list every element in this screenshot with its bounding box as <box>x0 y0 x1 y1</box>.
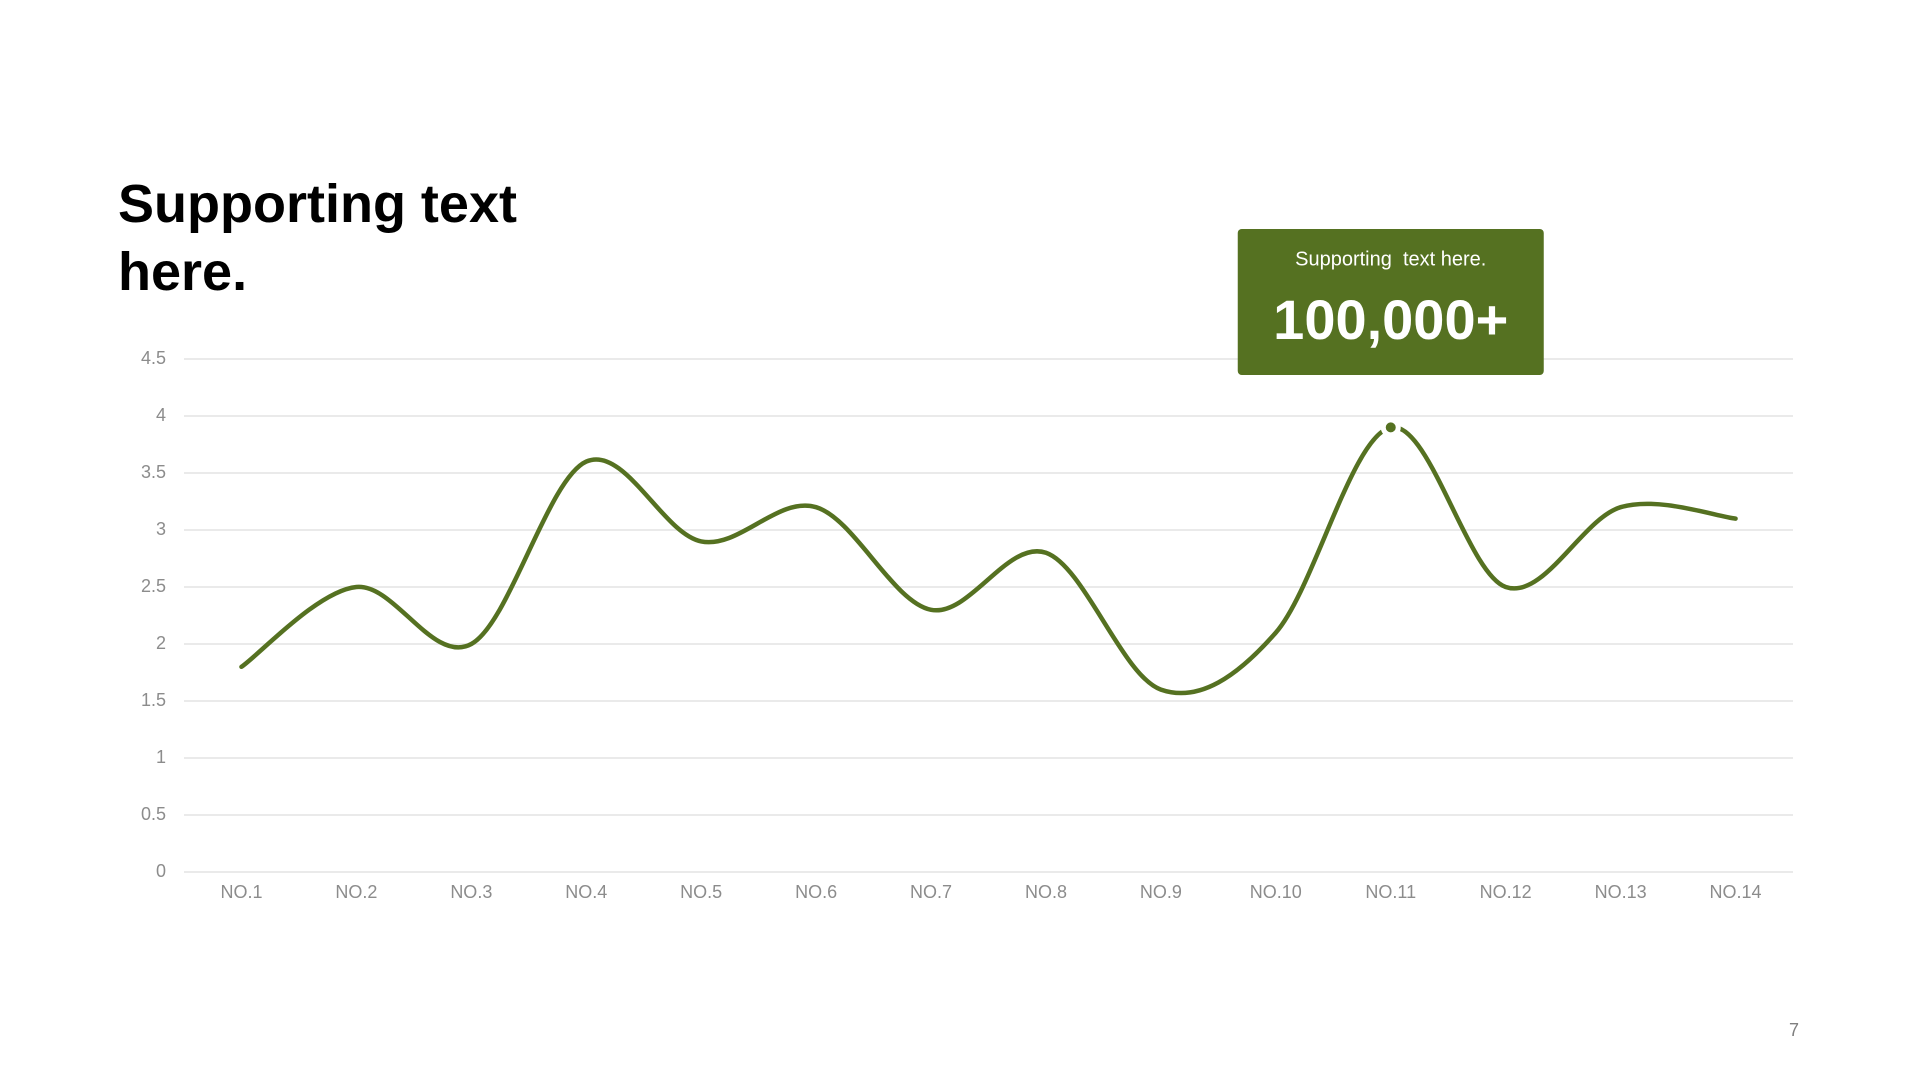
y-tick-label: 0.5 <box>141 804 166 824</box>
y-tick-label: 3.5 <box>141 462 166 482</box>
x-tick-label: NO.1 <box>220 882 262 902</box>
x-tick-label: NO.9 <box>1140 882 1182 902</box>
y-tick-label: 4 <box>156 405 166 425</box>
y-tick-label: 1.5 <box>141 690 166 710</box>
x-tick-label: NO.5 <box>680 882 722 902</box>
callout-value: 100,000+ <box>1273 288 1508 351</box>
y-tick-label: 2.5 <box>141 576 166 596</box>
y-tick-label: 1 <box>156 747 166 767</box>
x-tick-label: NO.4 <box>565 882 607 902</box>
y-tick-label: 3 <box>156 519 166 539</box>
x-tick-label: NO.6 <box>795 882 837 902</box>
callout-box <box>1237 229 1544 375</box>
x-tick-label: NO.3 <box>450 882 492 902</box>
y-tick-label: 4.5 <box>141 348 166 368</box>
title-box: Supporting text here. <box>118 174 517 302</box>
y-tick-label: 0 <box>156 861 166 881</box>
x-tick-label: NO.10 <box>1250 882 1302 902</box>
x-tick-label: NO.2 <box>335 882 377 902</box>
callout-text: Supporting text here. <box>1295 248 1486 270</box>
x-tick-label: NO.13 <box>1595 882 1647 902</box>
y-tick-label: 2 <box>156 633 166 653</box>
x-tick-label: NO.11 <box>1365 882 1416 902</box>
line-series <box>239 425 1738 696</box>
slide-title: Supporting text here. <box>118 174 517 302</box>
page-number: 7 <box>1789 1020 1799 1040</box>
x-tick-label: NO.12 <box>1480 882 1532 902</box>
x-tick-label: NO.14 <box>1710 882 1762 902</box>
x-tick-label: NO.7 <box>910 882 952 902</box>
highlight-point <box>1380 417 1401 438</box>
x-tick-label: NO.8 <box>1025 882 1067 902</box>
